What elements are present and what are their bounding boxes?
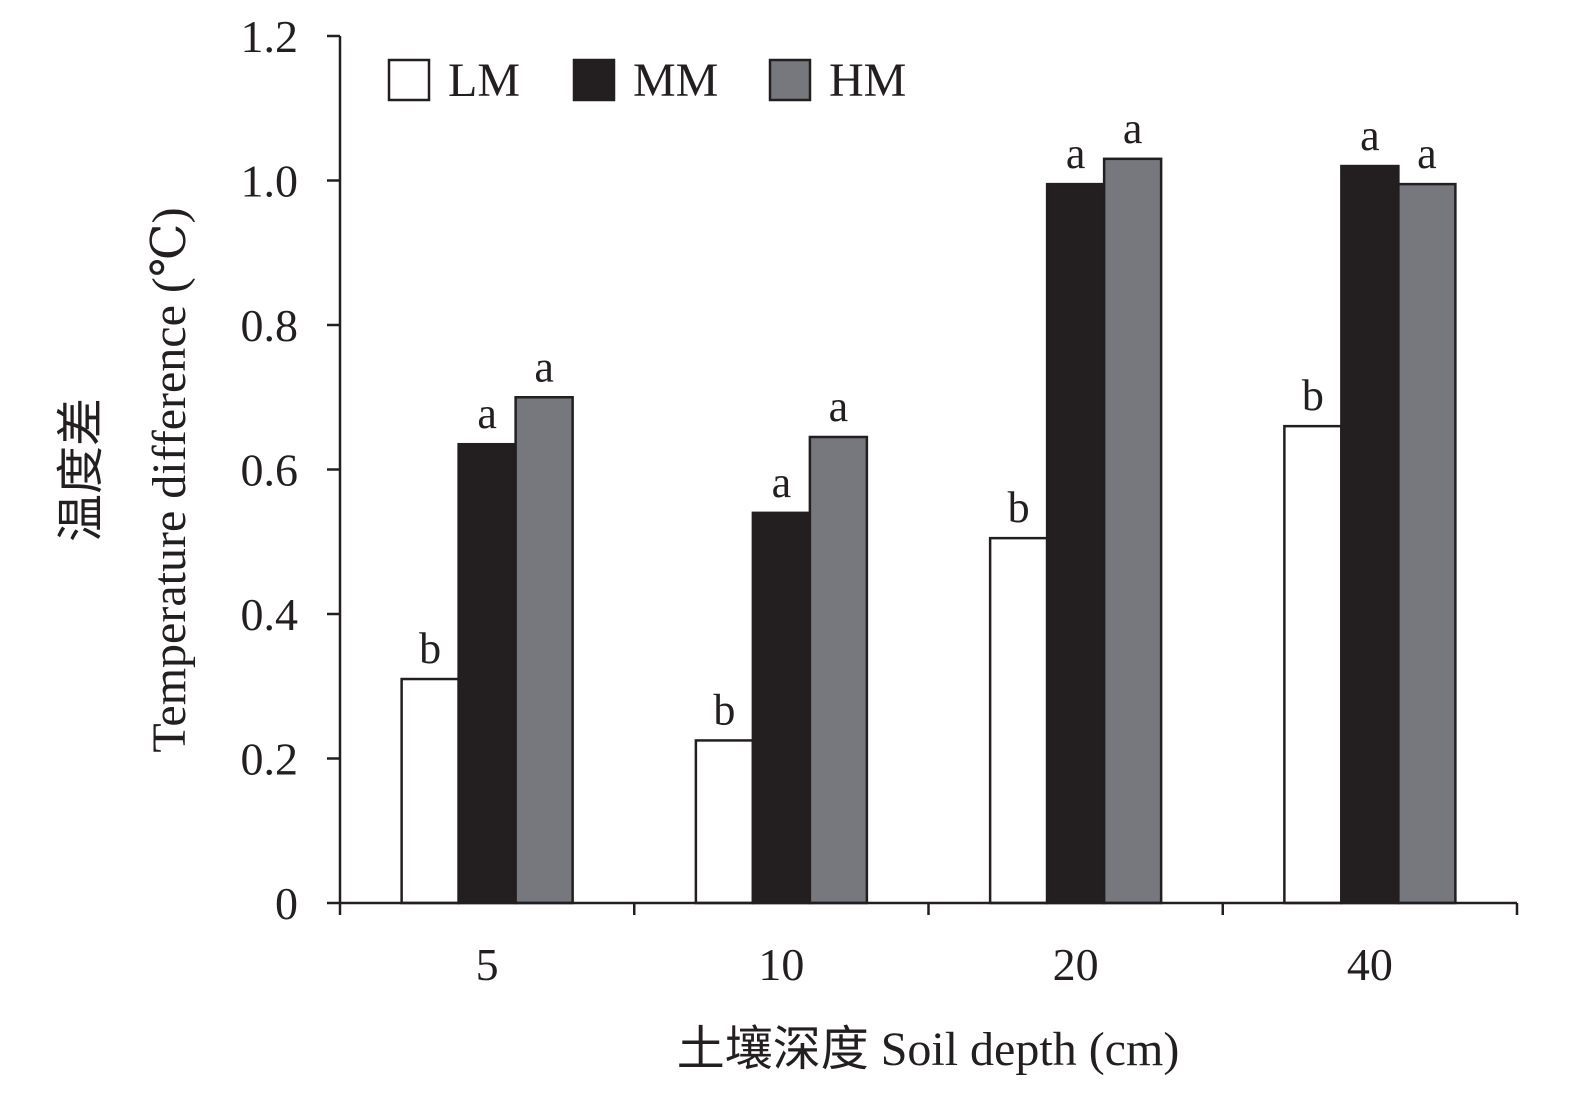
sig-label-mm-10: a (772, 458, 792, 507)
bar-hm-5 (514, 396, 574, 905)
y-tick-label-1.2: 1.2 (241, 11, 299, 62)
y-tick-label-1.0: 1.0 (241, 156, 299, 207)
bar-hm-20 (1102, 157, 1163, 905)
y-tick-label-0.2: 0.2 (241, 734, 299, 785)
bars-layer (400, 157, 1457, 905)
bar-hm-40 (1397, 182, 1457, 905)
y-axis-title-cn: 温度差 (55, 398, 108, 542)
bar-lm-40 (1283, 424, 1343, 905)
y-tick-label-0.8: 0.8 (241, 300, 299, 351)
bar-lm-5 (400, 677, 460, 905)
y-tick-label-0: 0 (275, 878, 298, 929)
sig-label-hm-20: a (1123, 104, 1143, 153)
legend-label-lm: LM (448, 54, 520, 107)
sig-label-hm-10: a (829, 382, 849, 431)
tick-labels: 0 0.2 0.4 0.6 0.8 1.0 1.2 5 10 20 40 (241, 11, 1393, 990)
legend-swatch-lm (387, 58, 431, 102)
legend-label-mm: MM (633, 54, 718, 107)
sig-label-lm-10: b (713, 685, 735, 734)
bar-hm-10 (808, 435, 869, 905)
x-tick-label-10: 10 (758, 939, 804, 990)
x-tick-label-40: 40 (1347, 939, 1393, 990)
legend: LM MM HM (387, 54, 906, 107)
legend-swatch-mm (572, 58, 616, 102)
legend-swatch-hm (768, 58, 812, 102)
y-tick-label-0.4: 0.4 (241, 589, 299, 640)
axes (327, 34, 1519, 915)
bar-lm-10 (694, 739, 755, 905)
x-tick-label-20: 20 (1053, 939, 1099, 990)
sig-label-lm-40: b (1302, 371, 1324, 420)
bar-mm-20 (1045, 182, 1106, 905)
legend-label-hm: HM (829, 54, 906, 107)
x-tick-label-5: 5 (476, 939, 499, 990)
bar-mm-10 (751, 511, 812, 905)
sig-label-hm-5: a (534, 342, 554, 391)
bar-lm-20 (988, 536, 1049, 905)
y-tick-label-0.6: 0.6 (241, 445, 299, 496)
bar-mm-5 (457, 442, 517, 905)
sig-label-lm-5: b (419, 624, 441, 673)
sig-label-mm-40: a (1360, 111, 1380, 160)
sig-label-mm-20: a (1066, 129, 1086, 178)
bar-mm-40 (1340, 164, 1400, 905)
sig-label-hm-40: a (1417, 129, 1437, 178)
y-axis-title-en: Temperature difference (℃) (143, 207, 196, 752)
x-axis-title: 土壤深度 Soil depth (cm) (677, 1023, 1180, 1076)
sig-label-lm-20: b (1008, 483, 1030, 532)
sig-label-mm-5: a (477, 389, 497, 438)
